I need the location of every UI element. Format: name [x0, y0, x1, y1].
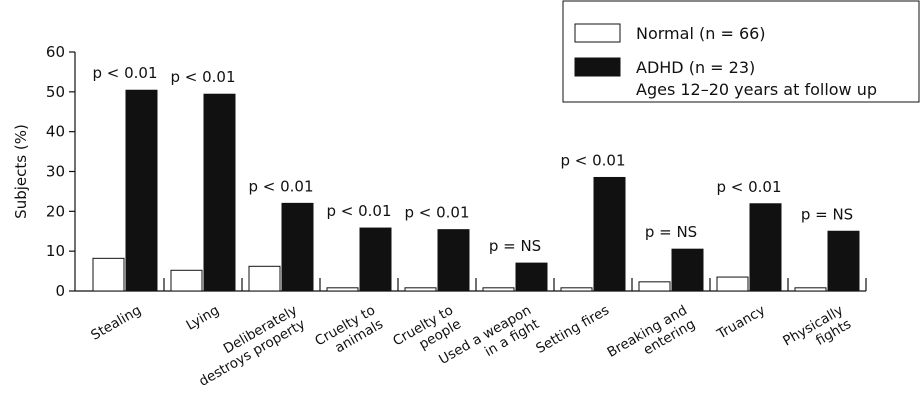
p-value-label: p = NS — [489, 237, 541, 255]
bar-normal — [716, 276, 749, 292]
p-value-label: p < 0.01 — [404, 204, 469, 222]
legend-label-adhd: ADHD (n = 23) — [636, 58, 755, 77]
significance-annotations: p < 0.01 p < 0.01 p < 0.01 p < 0.01 p < 0.01… — [92, 64, 853, 255]
bar-adhd — [437, 229, 470, 292]
bar-adhd — [671, 248, 704, 292]
legend: Normal (n = 66) ADHD (n = 23) Ages 12–20… — [562, 0, 920, 103]
y-tick-label: 10 — [46, 242, 65, 260]
bar-normal — [326, 287, 359, 292]
y-tick-label: 40 — [46, 123, 65, 141]
bar-normal — [248, 265, 281, 292]
p-value-label: p < 0.01 — [716, 178, 781, 196]
bar-normal — [794, 287, 827, 292]
x-tick-label: Stealing — [88, 302, 144, 343]
bar-adhd — [203, 93, 236, 292]
bar-normal — [560, 287, 593, 292]
bars — [92, 89, 860, 292]
y-axis-title: Subjects (%) — [12, 124, 30, 219]
p-value-label: p < 0.01 — [170, 68, 235, 86]
bar-adhd — [359, 227, 392, 292]
y-axis: 0 10 20 30 40 50 60 — [46, 43, 76, 300]
y-tick-label: 0 — [55, 282, 65, 300]
legend-label-normal: Normal (n = 66) — [636, 24, 766, 43]
p-value-label: p < 0.01 — [92, 64, 157, 82]
p-value-label: p < 0.01 — [248, 177, 313, 195]
bar-normal — [404, 287, 437, 292]
x-tick-label: Lying — [184, 302, 222, 333]
p-value-label: p < 0.01 — [560, 151, 625, 169]
x-tick-label-line: Truancy — [714, 302, 768, 343]
p-value-label: p < 0.01 — [326, 202, 391, 220]
x-tick-label-line: Setting fires — [533, 302, 612, 357]
bar-normal — [170, 269, 203, 292]
bar-adhd — [125, 89, 158, 292]
y-tick-label: 60 — [46, 43, 65, 61]
y-tick-label: 50 — [46, 83, 65, 101]
p-value-label: p = NS — [645, 223, 697, 241]
legend-swatch-normal — [574, 23, 621, 43]
bar-adhd — [827, 230, 860, 292]
x-tick-label: Truancy — [714, 302, 768, 343]
bar-adhd — [749, 203, 782, 292]
bar-adhd — [593, 176, 626, 292]
x-tick-label: Setting fires — [533, 302, 612, 357]
legend-box — [562, 0, 920, 103]
y-tick-label: 20 — [46, 202, 65, 220]
x-tick-label-line: Stealing — [88, 302, 144, 343]
p-value-label: p = NS — [801, 205, 853, 223]
x-tick-label-line: Lying — [184, 302, 222, 333]
y-tick-label: 30 — [46, 163, 65, 181]
bar-normal — [482, 287, 515, 292]
legend-swatch-adhd — [574, 57, 621, 77]
bar-normal — [638, 281, 671, 292]
bar-normal — [92, 257, 125, 292]
bar-adhd — [281, 202, 314, 292]
bar-adhd — [515, 262, 548, 292]
legend-note: Ages 12–20 years at follow up — [636, 80, 877, 99]
